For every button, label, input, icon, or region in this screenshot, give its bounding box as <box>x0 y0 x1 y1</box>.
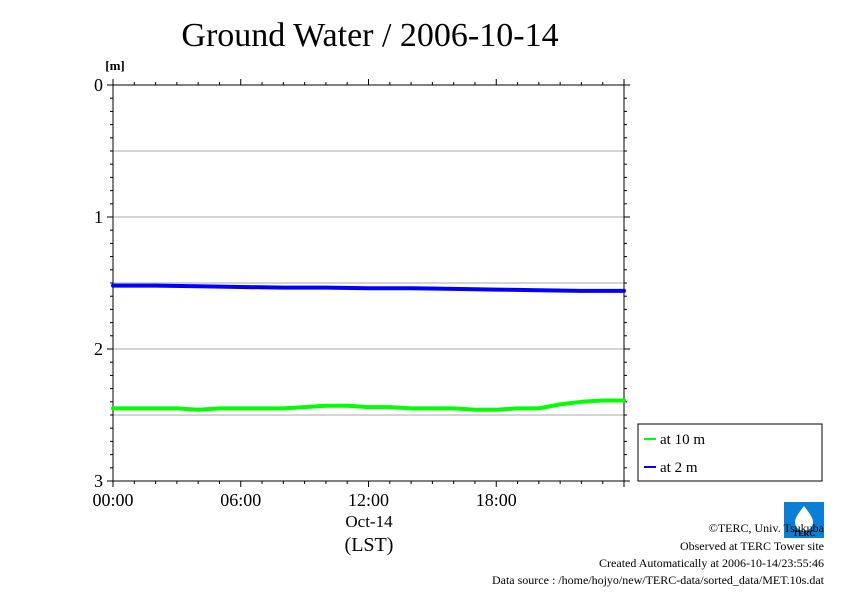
terc-logo-drop-shape <box>795 506 813 531</box>
data-point <box>111 284 115 288</box>
data-point <box>154 284 158 288</box>
data-source-text: Data source : /home/hojyo/new/TERC-data/… <box>491 573 824 587</box>
data-point <box>281 406 285 410</box>
data-point <box>260 406 264 410</box>
x-ticks: 00:00 06:00 12:00 18:00 <box>92 79 625 510</box>
legend-box <box>637 423 823 482</box>
data-point <box>239 406 243 410</box>
data-point <box>537 288 541 292</box>
data-point <box>430 406 434 410</box>
data-point <box>196 284 200 288</box>
data-point <box>281 286 285 290</box>
chart-title: Ground Water / 2006-10-14 <box>181 17 558 54</box>
data-point <box>516 406 520 410</box>
x-tick-label: 18:00 <box>476 490 517 510</box>
data-point <box>239 285 243 289</box>
data-point <box>324 286 328 290</box>
data-point <box>367 405 370 409</box>
y-axis-label: [m] <box>105 58 125 73</box>
data-point <box>622 289 626 293</box>
grid-lines <box>113 150 624 416</box>
data-point <box>558 402 562 406</box>
x-tick-label: 00:00 <box>92 490 133 510</box>
x-unit-label: (LST) <box>345 534 394 556</box>
created-text: Created Automatically at 2006-10-14/23:5… <box>599 556 824 570</box>
data-point <box>175 406 179 410</box>
y-tick-label: 0 <box>94 75 103 95</box>
observed-text: Observed at TERC Tower site <box>679 539 824 553</box>
data-point <box>494 288 498 292</box>
y-tick-label: 2 <box>94 339 103 359</box>
terc-logo-text: TERC <box>793 529 815 538</box>
y-tick-label: 1 <box>94 207 103 227</box>
data-point <box>388 405 392 409</box>
x-date-label: Oct-14 <box>345 512 393 531</box>
data-point <box>196 408 200 412</box>
legend: at 10 m at 2 m <box>637 423 823 482</box>
x-tick-label: 06:00 <box>220 490 261 510</box>
data-point <box>601 398 605 402</box>
y-ticks: 0 1 2 3 <box>94 75 630 491</box>
data-point <box>154 406 158 410</box>
data-point <box>132 406 136 410</box>
series-layer <box>111 283 626 412</box>
legend-label-at-10m: at 10 m <box>660 432 705 448</box>
y-tick-label: 3 <box>94 471 103 491</box>
data-point <box>452 287 456 291</box>
data-point <box>622 398 626 402</box>
data-point <box>537 406 541 410</box>
data-point <box>409 406 413 410</box>
data-point <box>452 406 456 410</box>
data-point <box>409 286 413 290</box>
data-point <box>494 408 498 412</box>
data-point <box>303 405 307 409</box>
data-point <box>345 404 349 408</box>
data-point <box>579 289 583 293</box>
x-tick-label: 12:00 <box>348 490 389 510</box>
data-point <box>473 408 477 412</box>
copyright-text: ©TERC, Univ. Tsukuba <box>708 521 824 535</box>
data-point <box>367 286 370 290</box>
data-point <box>579 400 583 404</box>
data-point <box>111 406 115 410</box>
data-point <box>324 404 328 408</box>
data-point <box>217 406 221 410</box>
legend-label-at-2m: at 2 m <box>660 460 698 476</box>
terc-logo: TERC <box>784 502 824 538</box>
